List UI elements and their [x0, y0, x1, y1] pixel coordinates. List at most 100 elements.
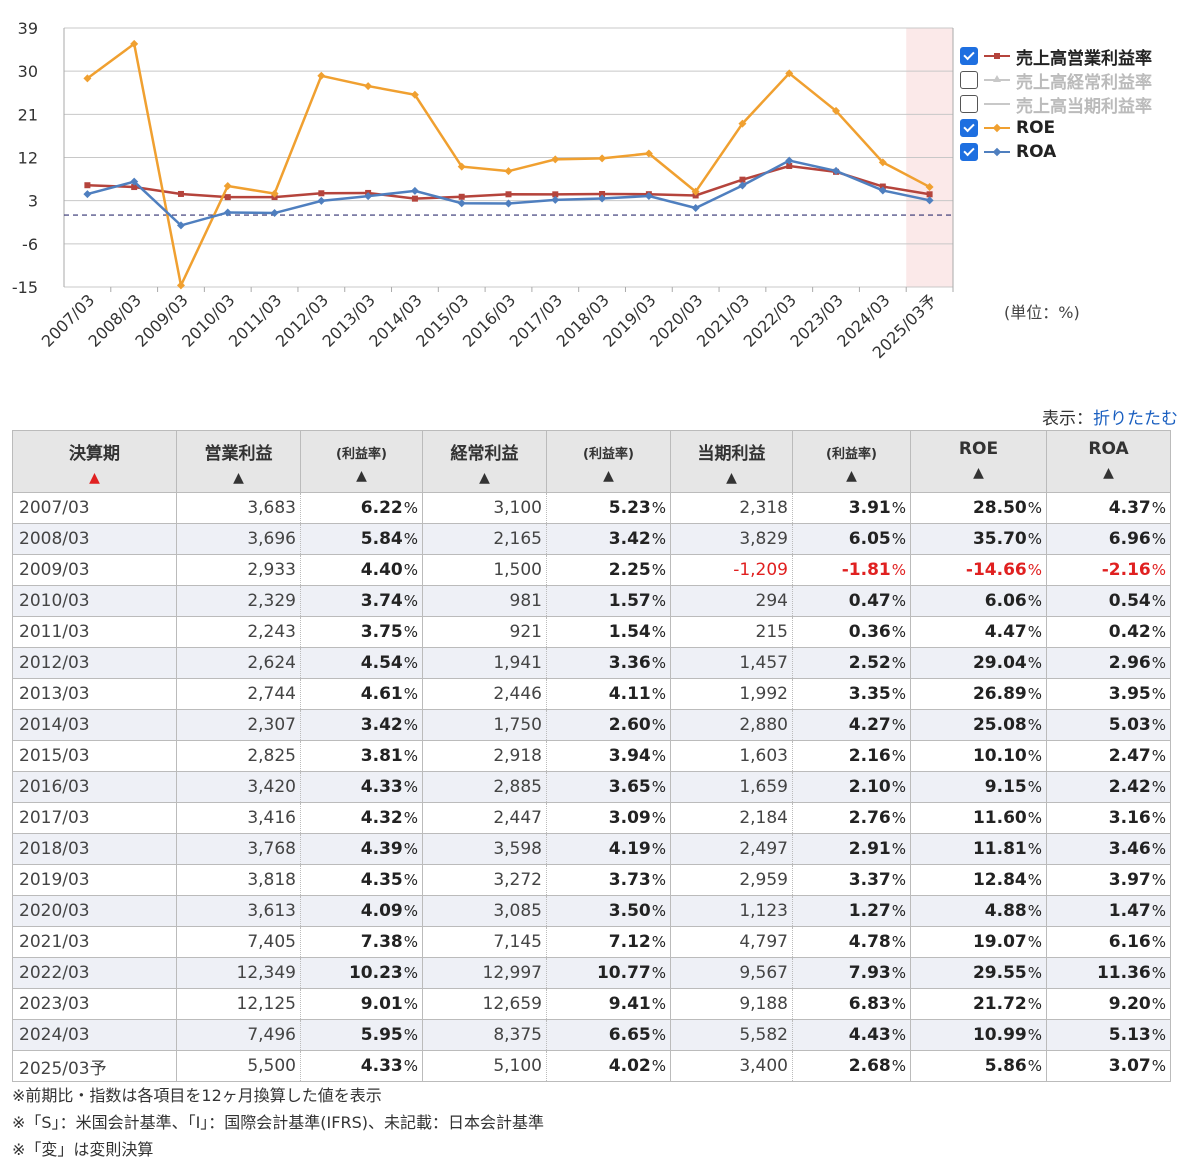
cell-value: 12,125 [236, 994, 296, 1014]
sort-arrow-icon[interactable]: ▲ [479, 470, 490, 486]
header-ord-income[interactable]: 経常利益 ▲ [422, 430, 547, 493]
cell-roa: 2.96% [1046, 647, 1171, 679]
cell-value: 7.12 [608, 932, 651, 952]
sort-arrow-icon[interactable]: ▲ [89, 470, 100, 486]
legend-item[interactable]: 売上高当期利益率 [960, 92, 1200, 117]
table-body: 2007/03 3,683 6.22% 3,100 5.23% 2,318 3.91% 28.… [12, 492, 1171, 1082]
percent-unit: % [1027, 964, 1042, 982]
cell-value: -1.81 [841, 560, 891, 580]
cell-net-income: 1,123 [670, 895, 793, 927]
cell-value: 4.09 [360, 901, 403, 921]
percent-unit: % [403, 654, 418, 672]
percent-unit: % [891, 592, 906, 610]
header-roa[interactable]: ROA ▲ [1046, 430, 1171, 493]
cell-roe: 12.84% [910, 864, 1047, 896]
cell-value: 4.19 [608, 839, 651, 859]
cell-net-income: 9,188 [670, 988, 793, 1020]
table-row: 2020/03 3,613 4.09% 3,085 3.50% 1,123 1.27% 4.8… [12, 895, 1171, 927]
cell-value: 2011/03 [19, 622, 90, 642]
cell-value: 3,818 [247, 870, 296, 890]
cell-roa: 6.16% [1046, 926, 1171, 958]
cell-value: 2016/03 [19, 777, 90, 797]
checkbox-unchecked-icon[interactable] [960, 71, 978, 89]
header-period[interactable]: 決算期 ▲ [12, 430, 177, 493]
percent-unit: % [891, 623, 906, 641]
cell-period: 2007/03 [12, 492, 177, 524]
checkbox-checked-icon[interactable] [960, 47, 978, 65]
cell-value: 2,825 [247, 746, 296, 766]
cell-value: 7,496 [247, 1025, 296, 1045]
header-op-income[interactable]: 営業利益 ▲ [176, 430, 301, 493]
y-tick-label: -6 [22, 235, 38, 254]
cell-value: 3,272 [493, 870, 542, 890]
cell-value: 5,500 [247, 1056, 296, 1076]
sort-arrow-icon[interactable]: ▲ [846, 468, 857, 484]
cell-roa: 2.42% [1046, 771, 1171, 803]
y-tick-label: 30 [18, 62, 38, 81]
cell-op-rate: 4.54% [300, 647, 423, 679]
sort-arrow-icon[interactable]: ▲ [356, 468, 367, 484]
legend-item[interactable]: ROE [960, 116, 1200, 140]
legend-item[interactable]: 売上高営業利益率 [960, 44, 1200, 69]
header-roe[interactable]: ROE ▲ [910, 430, 1047, 493]
cell-value: 2024/03 [19, 1025, 90, 1045]
data-point [926, 191, 933, 198]
cell-value: 1,603 [739, 746, 788, 766]
cell-roa: 3.46% [1046, 833, 1171, 865]
percent-unit: % [651, 561, 666, 579]
cell-value: 10.10 [972, 746, 1027, 766]
cell-value: 3,100 [493, 498, 542, 518]
legend-swatch-icon [984, 122, 1010, 134]
cell-value: 29.55 [972, 963, 1027, 983]
cell-value: 2010/03 [19, 591, 90, 611]
header-op-rate[interactable]: (利益率) ▲ [300, 430, 423, 493]
sort-arrow-icon[interactable]: ▲ [726, 470, 737, 486]
header-net-income[interactable]: 当期利益 ▲ [670, 430, 793, 493]
data-point [131, 184, 138, 191]
table-row: 2016/03 3,420 4.33% 2,885 3.65% 1,659 2.10% 9.1… [12, 771, 1171, 803]
cell-value: 2023/03 [19, 994, 90, 1014]
cell-value: 3,420 [247, 777, 296, 797]
sort-arrow-icon[interactable]: ▲ [603, 468, 614, 484]
data-point [410, 90, 419, 99]
checkbox-checked-icon[interactable] [960, 143, 978, 161]
sort-arrow-icon[interactable]: ▲ [1103, 465, 1114, 481]
cell-value: 3.95 [1108, 684, 1151, 704]
cell-value: 3.91 [848, 498, 891, 518]
cell-value: 4.35 [360, 870, 403, 890]
percent-unit: % [651, 871, 666, 889]
percent-unit: % [1151, 1026, 1166, 1044]
percent-unit: % [403, 809, 418, 827]
header-net-rate[interactable]: (利益率) ▲ [792, 430, 911, 493]
checkbox-unchecked-icon[interactable] [960, 95, 978, 113]
cell-ord-rate: 3.65% [546, 771, 671, 803]
legend-item[interactable]: ROA [960, 140, 1200, 164]
percent-unit: % [403, 902, 418, 920]
cell-value: 2007/03 [19, 498, 90, 518]
cell-value: 2,184 [739, 808, 788, 828]
cell-op-rate: 4.40% [300, 554, 423, 586]
legend-swatch-icon [984, 50, 1010, 62]
cell-roe: 11.81% [910, 833, 1047, 865]
table-row: 2009/03 2,933 4.40% 1,500 2.25% -1,209 -1.81% -… [12, 554, 1171, 586]
percent-unit: % [1151, 809, 1166, 827]
collapse-link[interactable]: 折りたたむ [1093, 409, 1178, 429]
percent-unit: % [403, 995, 418, 1013]
data-point [832, 166, 841, 175]
cell-value: 4.78 [848, 932, 891, 952]
table-row: 2012/03 2,624 4.54% 1,941 3.36% 1,457 2.52% 29.… [12, 647, 1171, 679]
cell-net-income: 1,457 [670, 647, 793, 679]
header-ord-rate[interactable]: (利益率) ▲ [546, 430, 671, 493]
cell-ord-income: 3,085 [422, 895, 547, 927]
cell-net-rate: 2.52% [792, 647, 911, 679]
data-point [878, 158, 887, 167]
percent-unit: % [651, 933, 666, 951]
checkbox-checked-icon[interactable] [960, 119, 978, 137]
cell-value: 2.10 [848, 777, 891, 797]
cell-value: 2,243 [247, 622, 296, 642]
percent-unit: % [1151, 778, 1166, 796]
sort-arrow-icon[interactable]: ▲ [973, 465, 984, 481]
legend-item[interactable]: 売上高経常利益率 [960, 68, 1200, 93]
sort-arrow-icon[interactable]: ▲ [233, 470, 244, 486]
cell-value: 6.06 [984, 591, 1027, 611]
